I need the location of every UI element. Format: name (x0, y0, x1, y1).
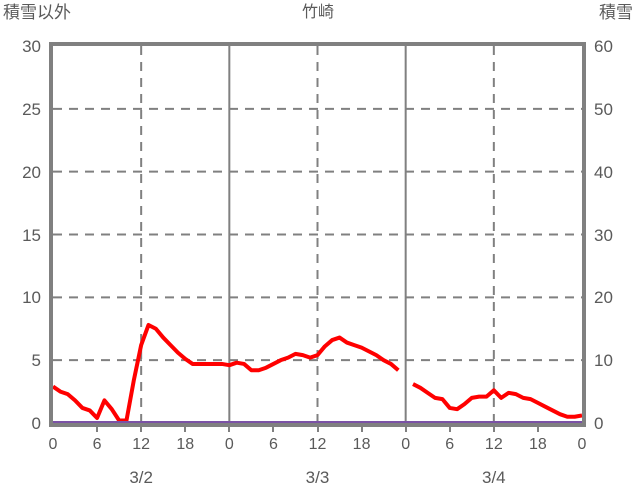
left-axis-tick-5: 5 (31, 351, 41, 371)
left-axis-tick-10: 10 (22, 288, 41, 308)
chart-canvas (53, 46, 582, 423)
x-axis-tick-2: 12 (132, 436, 151, 453)
x-tickmark-5 (272, 427, 274, 432)
x-axis-tick-8: 0 (401, 436, 411, 453)
right-axis-tick-30: 30 (594, 225, 613, 245)
day-label-3-2: 3/2 (129, 468, 153, 487)
left-axis-tick-0: 0 (31, 414, 41, 433)
right-axis-tick-40: 40 (594, 162, 613, 182)
left-axis-tick-15: 15 (22, 225, 41, 245)
plot-inner (53, 46, 582, 423)
right-axis-tick-20: 20 (594, 288, 613, 308)
gridlines (53, 46, 582, 423)
x-tickmark-10 (493, 427, 495, 432)
x-tickmark-2 (140, 427, 142, 432)
day-label-3-4: 3/4 (482, 468, 506, 487)
right-axis-tick-50: 50 (594, 99, 613, 119)
x-axis-tick-11: 18 (529, 436, 547, 453)
x-tickmark-7 (361, 427, 363, 432)
left-axis-title: 積雪以外 (3, 3, 71, 22)
x-tickmark-6 (317, 427, 319, 432)
chart-title: 竹崎 (301, 4, 334, 21)
x-tickmark-4 (228, 427, 230, 432)
x-axis-tick-10: 12 (484, 436, 503, 453)
x-tickmark-1 (96, 427, 98, 432)
x-tickmark-9 (449, 427, 451, 432)
x-axis-tick-0: 0 (48, 436, 58, 453)
x-axis-tick-7: 18 (352, 436, 371, 453)
left-axis-tick-30: 30 (22, 37, 41, 56)
x-axis-tick-4: 0 (224, 436, 234, 453)
x-axis-tick-6: 12 (308, 436, 327, 453)
left-axis-tick-20: 20 (22, 162, 41, 182)
x-axis-tick-9: 6 (445, 436, 455, 453)
x-axis-tick-5: 6 (268, 436, 278, 453)
right-axis-tick-10: 10 (594, 351, 613, 371)
day-label-3-3: 3/3 (305, 468, 330, 487)
x-tickmark-8 (405, 427, 407, 432)
series-line-precipitation (53, 322, 582, 423)
x-tickmark-3 (184, 427, 186, 432)
left-axis-tick-25: 25 (22, 99, 41, 119)
right-axis-title: 積雪 (599, 3, 633, 22)
x-axis-tick-3: 18 (176, 436, 195, 453)
right-axis-tick-60: 60 (594, 37, 613, 56)
right-axis-tick-0: 0 (594, 414, 604, 433)
x-axis-tick-1: 6 (92, 436, 102, 453)
data-series (53, 322, 582, 423)
x-axis-tick-12: 0 (577, 436, 587, 453)
plot-area (49, 42, 586, 427)
x-tickmark-11 (537, 427, 539, 432)
